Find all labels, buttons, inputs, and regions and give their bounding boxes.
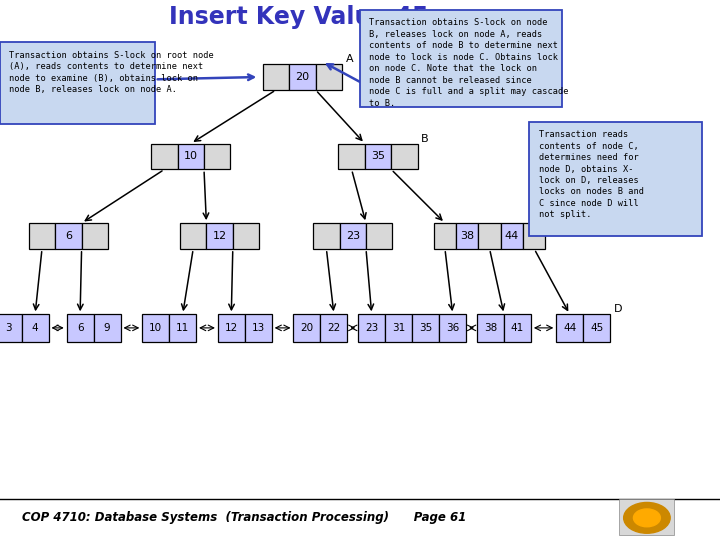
- Text: 38: 38: [484, 323, 497, 333]
- Text: D: D: [614, 304, 622, 314]
- FancyBboxPatch shape: [529, 122, 702, 236]
- Bar: [81, 223, 108, 249]
- Bar: [0, 314, 22, 342]
- Bar: [294, 314, 320, 342]
- Bar: [204, 144, 230, 170]
- Text: 12: 12: [212, 231, 227, 241]
- Bar: [169, 314, 196, 342]
- Bar: [366, 223, 392, 249]
- Text: Transaction obtains S-lock on root node
(A), reads contents to determine next
no: Transaction obtains S-lock on root node …: [9, 51, 214, 94]
- Text: 44: 44: [505, 231, 519, 241]
- Bar: [477, 314, 504, 342]
- Text: 44: 44: [563, 323, 576, 333]
- Text: 41: 41: [511, 323, 524, 333]
- Bar: [501, 223, 523, 249]
- Bar: [365, 144, 391, 170]
- Text: B: B: [421, 133, 429, 144]
- Text: 35: 35: [371, 152, 385, 161]
- Text: 11: 11: [176, 323, 189, 333]
- Bar: [320, 314, 347, 342]
- Text: Transaction obtains S-lock on node
B, releases lock on node A, reads
contents of: Transaction obtains S-lock on node B, re…: [369, 18, 569, 107]
- Bar: [338, 144, 365, 170]
- Bar: [504, 314, 531, 342]
- Bar: [391, 144, 418, 170]
- Text: 3: 3: [5, 323, 12, 333]
- Bar: [245, 314, 272, 342]
- Bar: [178, 144, 204, 170]
- Bar: [583, 314, 611, 342]
- Text: COP 4710: Database Systems  (Transaction Processing)      Page 61: COP 4710: Database Systems (Transaction …: [22, 511, 466, 524]
- Text: 12: 12: [225, 323, 238, 333]
- Bar: [94, 314, 121, 342]
- Bar: [433, 223, 456, 249]
- Text: 20: 20: [295, 72, 310, 82]
- Text: 45: 45: [590, 323, 603, 333]
- Text: 9: 9: [104, 323, 110, 333]
- Text: 23: 23: [346, 231, 360, 241]
- Bar: [479, 223, 501, 249]
- Text: C: C: [549, 213, 557, 223]
- Bar: [289, 64, 315, 90]
- Bar: [340, 223, 366, 249]
- Text: 22: 22: [328, 323, 341, 333]
- Text: 23: 23: [365, 323, 378, 333]
- Bar: [557, 314, 583, 342]
- Bar: [29, 223, 55, 249]
- Bar: [218, 314, 245, 342]
- Text: Insert Key Value 45: Insert Key Value 45: [169, 5, 428, 29]
- Text: Transaction reads
contents of node C,
determines need for
node D, obtains X-
loc: Transaction reads contents of node C, de…: [539, 130, 644, 219]
- FancyBboxPatch shape: [0, 42, 155, 124]
- Circle shape: [624, 502, 670, 534]
- Bar: [315, 64, 342, 90]
- Text: 4: 4: [32, 323, 38, 333]
- Bar: [385, 314, 413, 342]
- Bar: [359, 314, 385, 342]
- Text: A: A: [346, 54, 354, 64]
- Text: 10: 10: [184, 152, 198, 161]
- FancyBboxPatch shape: [360, 10, 562, 107]
- Text: 35: 35: [419, 323, 432, 333]
- Text: 13: 13: [252, 323, 265, 333]
- Bar: [412, 314, 439, 342]
- Bar: [523, 223, 546, 249]
- Bar: [439, 314, 467, 342]
- Text: 31: 31: [392, 323, 405, 333]
- Bar: [22, 314, 49, 342]
- Text: 10: 10: [149, 323, 162, 333]
- Text: 6: 6: [77, 323, 84, 333]
- Bar: [55, 223, 81, 249]
- Text: 20: 20: [300, 323, 313, 333]
- Bar: [142, 314, 169, 342]
- Text: 6: 6: [65, 231, 72, 241]
- Bar: [263, 64, 289, 90]
- Text: 36: 36: [446, 323, 459, 333]
- Bar: [151, 144, 178, 170]
- Text: 38: 38: [460, 231, 474, 241]
- Bar: [66, 314, 94, 342]
- Bar: [207, 223, 233, 249]
- Circle shape: [634, 509, 660, 527]
- Bar: [313, 223, 340, 249]
- Bar: [233, 223, 259, 249]
- Bar: [456, 223, 479, 249]
- Bar: [180, 223, 207, 249]
